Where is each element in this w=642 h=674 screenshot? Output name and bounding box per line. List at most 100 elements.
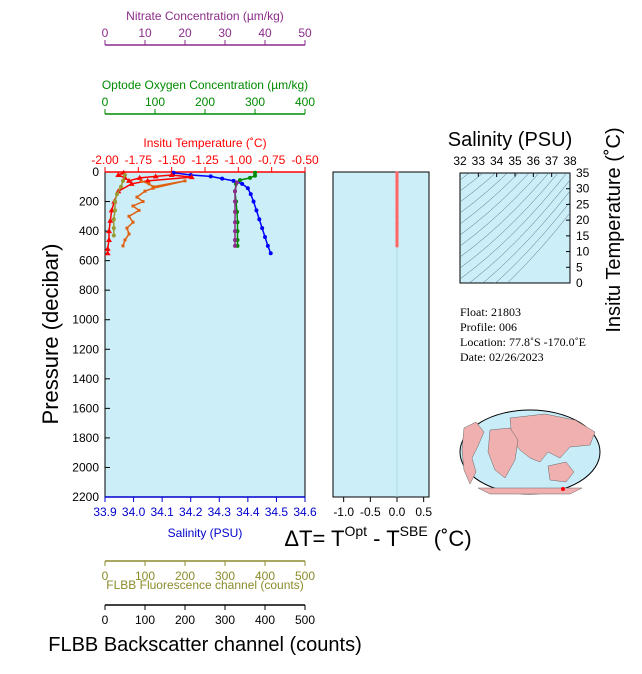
delta-label-sup-2: SBE [400, 523, 428, 539]
point-salinity-8 [251, 199, 256, 204]
top-axis-1-tick-label-2: 200 [195, 95, 215, 109]
point-backscatter-9 [137, 208, 141, 212]
top-axis-0-tick-label-5: 50 [298, 26, 312, 40]
point-temperature-14 [106, 228, 112, 234]
info-date: Date: 02/26/2023 [460, 350, 544, 364]
ts-density-contour-14 [460, 59, 570, 169]
y-tick-label-4: 800 [79, 283, 99, 297]
bottom-axis-0-tick-label-4: 34.3 [208, 505, 232, 519]
point-fluorescence-6 [111, 217, 116, 222]
point-backscatter-11 [131, 220, 135, 224]
y-tick-label-7: 1400 [72, 372, 99, 386]
ts-density-contour-0 [506, 212, 570, 283]
top-axis-0-tick-label-4: 40 [258, 26, 272, 40]
delta-x-tick-label-3: 0.5 [415, 505, 432, 519]
top-axis-2-tick-label-4: -1.00 [225, 153, 253, 167]
delta-point-7 [395, 214, 399, 218]
ts-x-tick-label-4: 36 [527, 154, 541, 168]
point-salinity-14 [268, 251, 273, 256]
point-oxygen-2 [248, 175, 252, 180]
y-tick-label-9: 1800 [72, 431, 99, 445]
bottom-axis-1-tick-label-4: 400 [255, 569, 275, 583]
point-fluorescence-3 [115, 192, 119, 197]
bottom-axis-2-tick-label-5: 500 [295, 613, 315, 627]
ts-x-tick-label-3: 35 [508, 154, 522, 168]
point-backscatter-3 [183, 179, 187, 183]
point-backscatter-12 [125, 226, 129, 230]
y-tick-label-2: 400 [79, 224, 99, 238]
top-axis-1-tick-label-3: 300 [245, 95, 265, 109]
point-backscatter-10 [127, 214, 131, 218]
ts-y-tick-label-3: 15 [576, 229, 590, 243]
ts-density-contour-1 [495, 201, 570, 283]
float-location-marker [561, 487, 565, 491]
ts-y-tick-label-5: 25 [576, 197, 590, 211]
bottom-axis-0-tick-label-6: 34.5 [265, 505, 289, 519]
point-temperature-6 [168, 171, 175, 177]
ts-y-tick-label-4: 20 [576, 213, 590, 227]
ts-x-tick-label-2: 34 [490, 154, 504, 168]
point-backscatter-1 [147, 182, 151, 186]
point-backscatter-7 [141, 200, 145, 204]
point-nitrate-7 [233, 243, 237, 248]
point-salinity-2 [208, 174, 213, 179]
ts-density-contour-11 [460, 173, 496, 203]
ts-density-contour-5 [460, 173, 559, 269]
delta-label-part-1: ΔT= T [284, 526, 344, 551]
bottom-axis-1-tick-label-0: 0 [102, 569, 109, 583]
bottom-axis-0-tick-label-7: 34.6 [293, 505, 317, 519]
bottom-axis-2-tick-label-0: 0 [102, 613, 109, 627]
point-temperature-15 [106, 236, 112, 242]
bottom-axis-1-tick-label-5: 500 [295, 569, 315, 583]
top-axis-1-tick-label-0: 0 [102, 95, 109, 109]
point-nitrate-2 [233, 199, 237, 204]
info-location: Location: 77.8˚S -170.0˚E [460, 335, 586, 349]
delta-point-9 [395, 229, 399, 233]
point-backscatter-5 [143, 189, 147, 193]
point-backscatter-4 [151, 186, 155, 190]
point-backscatter-14 [123, 238, 127, 242]
point-fluorescence-4 [113, 199, 117, 204]
y-tick-label-1: 200 [79, 195, 99, 209]
main-y-axis-label: Pressure (decibar) [38, 244, 63, 425]
y-tick-label-11: 2200 [72, 490, 99, 504]
point-nitrate-1 [233, 189, 237, 194]
point-fluorescence-8 [111, 233, 116, 238]
y-tick-label-8: 1600 [72, 401, 99, 415]
top-axis-2-tick-label-6: -0.50 [291, 153, 319, 167]
top-axis-2-tick-label-2: -1.50 [158, 153, 186, 167]
point-salinity-5 [240, 181, 245, 186]
series-fluorescence [111, 172, 127, 238]
top-axis-0-tick-label-0: 0 [102, 26, 109, 40]
map-land-asia [509, 413, 596, 463]
top-axis-label-2: Insitu Temperature (˚C) [143, 136, 266, 150]
point-nitrate-3 [233, 209, 237, 214]
top-axis-2-tick-label-1: -1.75 [125, 153, 153, 167]
point-salinity-7 [248, 192, 253, 197]
ts-density-contour-9 [460, 173, 519, 225]
ts-x-tick-label-1: 33 [472, 154, 486, 168]
delta-point-3 [395, 185, 399, 189]
bottom-axis-1-tick-label-3: 300 [215, 569, 235, 583]
ts-density-contour-2 [482, 190, 570, 283]
point-salinity-9 [254, 208, 259, 213]
top-axis-0-tick-label-3: 30 [218, 26, 232, 40]
map-land-americas [461, 421, 485, 485]
point-salinity-4 [231, 178, 236, 183]
bottom-axis-2-tick-label-3: 300 [215, 613, 235, 627]
bottom-axis-2-tick-label-4: 400 [255, 613, 275, 627]
ts-y-tick-label-6: 30 [576, 182, 590, 196]
ts-density-contour-8 [460, 173, 530, 236]
ts-density-contour-4 [460, 173, 568, 280]
ts-y-axis-label: Insitu Temperature (˚C) [603, 127, 625, 332]
delta-label-sup-1: Opt [344, 523, 367, 539]
bottom-axis-0-tick-label-1: 34.0 [122, 505, 146, 519]
series-layer [104, 169, 273, 256]
point-salinity-12 [263, 235, 267, 239]
delta-point-11 [395, 244, 399, 248]
top-axis-label-1: Optode Oxygen Concentration (µm/kg) [102, 78, 308, 92]
delta-point-8 [395, 222, 399, 226]
ts-density-contour-12 [460, 173, 484, 192]
delta-x-tick-label-0: -1.0 [333, 505, 354, 519]
